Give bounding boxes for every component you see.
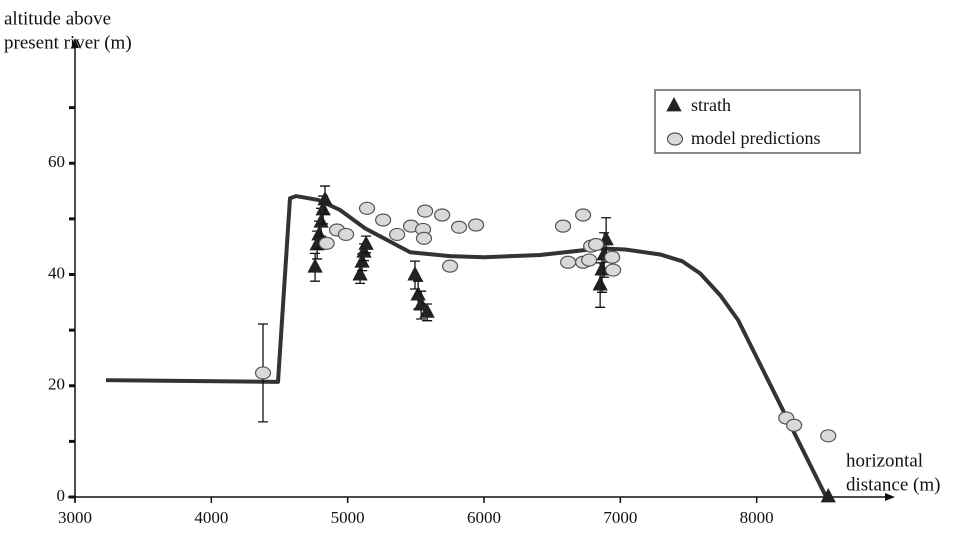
strath-marker bbox=[413, 296, 429, 311]
legend-marker bbox=[666, 132, 684, 146]
x-tick-label: 3000 bbox=[58, 508, 92, 527]
model-marker bbox=[575, 208, 592, 222]
model-marker bbox=[441, 259, 459, 273]
model-marker bbox=[554, 219, 572, 233]
strath-marker bbox=[317, 190, 333, 206]
y-tick-label: 40 bbox=[48, 263, 65, 282]
model-marker bbox=[389, 227, 406, 242]
model-marker bbox=[604, 250, 621, 264]
x-tick-label: 7000 bbox=[603, 508, 637, 527]
model-marker bbox=[337, 227, 355, 242]
x-tick-label: 5000 bbox=[331, 508, 365, 527]
model-marker bbox=[434, 208, 451, 222]
strath-marker bbox=[307, 258, 323, 273]
strath-marker bbox=[592, 276, 608, 291]
model-marker bbox=[560, 255, 577, 269]
strath-marker bbox=[352, 266, 368, 281]
strath-marker bbox=[358, 235, 374, 250]
model-marker bbox=[581, 253, 598, 267]
strath-marker bbox=[410, 286, 426, 301]
model-marker bbox=[450, 220, 468, 234]
x-tick-label: 6000 bbox=[467, 508, 501, 527]
x-tick-label: 4000 bbox=[194, 508, 228, 527]
strath-marker bbox=[407, 266, 423, 281]
model-marker bbox=[587, 237, 605, 252]
strath-marker bbox=[315, 200, 331, 216]
model-marker bbox=[254, 366, 272, 380]
legend-label: model predictions bbox=[691, 128, 820, 148]
legend-marker bbox=[666, 97, 682, 112]
y-tick-label: 60 bbox=[48, 152, 65, 171]
model-marker bbox=[417, 204, 434, 218]
model-marker bbox=[786, 418, 803, 432]
strath-marker bbox=[311, 226, 327, 241]
y-axis-label: present river (m) bbox=[4, 32, 132, 53]
strath-marker bbox=[820, 488, 836, 503]
legend-box bbox=[654, 89, 861, 154]
legend-label: strath bbox=[691, 95, 731, 115]
x-axis-label: distance (m) bbox=[846, 474, 940, 495]
x-axis-label: horizontal bbox=[846, 450, 923, 471]
strath-marker bbox=[419, 303, 435, 318]
model-marker bbox=[375, 213, 392, 227]
model-marker bbox=[605, 263, 622, 277]
model-marker bbox=[415, 231, 433, 245]
model-marker bbox=[358, 201, 376, 215]
y-tick-label: 20 bbox=[48, 375, 65, 394]
model-marker bbox=[318, 236, 335, 250]
y-axis-label: altitude above bbox=[4, 8, 111, 29]
strath-marker bbox=[356, 243, 372, 258]
profile-line bbox=[105, 194, 828, 498]
model-marker bbox=[467, 218, 485, 232]
y-tick-label: 0 bbox=[57, 486, 66, 505]
x-tick-label: 8000 bbox=[740, 508, 774, 527]
x-axis-arrow bbox=[885, 493, 895, 501]
y-axis-arrow bbox=[71, 38, 79, 48]
model-marker bbox=[820, 429, 837, 443]
